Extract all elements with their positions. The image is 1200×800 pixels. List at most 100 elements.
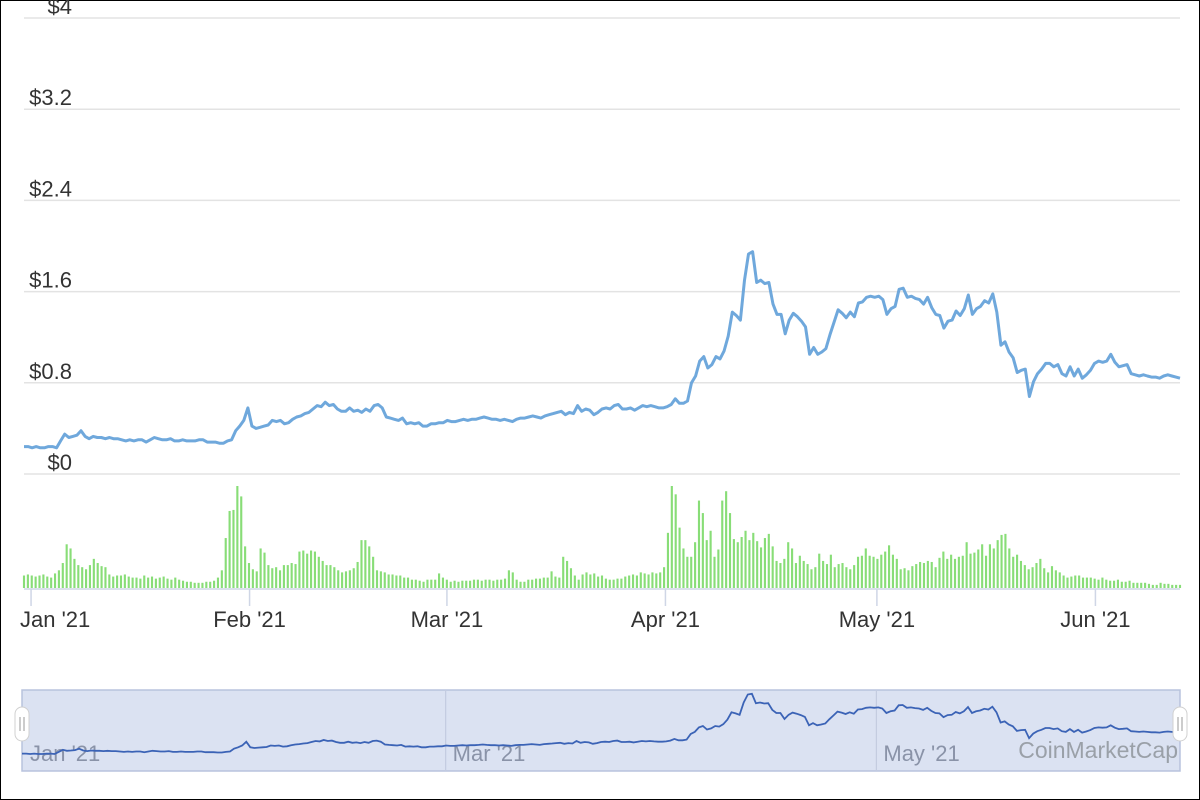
volume-bar [573, 575, 576, 588]
volume-bar [189, 581, 192, 588]
volume-bar [705, 540, 708, 588]
x-tick-label: Mar '21 [411, 607, 484, 632]
volume-bar [1081, 577, 1085, 588]
volume-bar [694, 542, 697, 588]
volume-bar [352, 568, 355, 588]
volume-bar [178, 579, 181, 588]
volume-bar [659, 572, 662, 588]
volume-bar [1004, 533, 1007, 588]
navigator-selection[interactable] [21, 689, 1181, 772]
volume-bar [333, 567, 336, 588]
volume-bar [930, 561, 933, 588]
volume-bar [713, 556, 716, 588]
handle-grip[interactable] [1172, 706, 1188, 742]
volume-bar [379, 571, 382, 588]
volume-bar [240, 496, 243, 588]
volume-bar [426, 579, 429, 588]
volume-bar [213, 580, 216, 588]
volume-bar [414, 579, 417, 588]
volume-bar [1140, 582, 1143, 588]
volume-bar [360, 540, 363, 588]
volume-bar [317, 556, 320, 588]
volume-bar [406, 577, 410, 588]
volume-bar [337, 570, 340, 588]
volume-bar [566, 560, 569, 588]
volume-bar [554, 576, 557, 588]
volume-bar [294, 564, 297, 588]
volume-bar [34, 576, 37, 588]
volume-bar [26, 574, 29, 588]
volume-bar [542, 577, 545, 588]
volume-bar [1012, 556, 1015, 588]
volume-bar [290, 563, 293, 588]
volume-bar [193, 582, 196, 588]
volume-bar [911, 566, 914, 588]
x-axis: Jan '21 Feb '21 Mar '21 Apr '21 May '21 Jun '… [20, 588, 1180, 632]
volume-bar [872, 556, 875, 588]
volume-bar [950, 554, 953, 588]
volume-bar [806, 564, 809, 588]
volume-bar [919, 561, 922, 588]
navigator-right-handle[interactable] [1172, 706, 1188, 742]
volume-bar [88, 565, 92, 588]
volume-bar [476, 579, 479, 588]
volume-bar [267, 565, 270, 588]
volume-bar [511, 572, 514, 588]
volume-bar [69, 548, 72, 588]
range-navigator[interactable]: Jan '21 Mar '21 May '21 [14, 689, 1188, 772]
volume-bar [469, 580, 472, 588]
volume-bar [480, 580, 483, 588]
volume-bar [1124, 581, 1127, 588]
volume-bar [880, 554, 883, 588]
volume-bar [585, 572, 588, 588]
volume-bar [1043, 568, 1046, 588]
volume-bar [721, 500, 724, 588]
volume-bar [108, 574, 111, 588]
volume-bar [845, 567, 848, 588]
grid-lines [24, 17, 1180, 475]
volume-bar [112, 576, 115, 588]
volume-bar [85, 569, 88, 588]
volume-bar [410, 579, 413, 588]
x-tick-label: Apr '21 [631, 607, 700, 632]
navigator-left-handle[interactable] [14, 706, 30, 742]
volume-bar [247, 563, 251, 588]
volume-bar [818, 553, 821, 588]
volume-bar [286, 565, 289, 588]
volume-bar [271, 568, 274, 588]
volume-bar [515, 579, 518, 588]
volume-bar [922, 563, 926, 588]
volume-bar [201, 582, 204, 588]
volume-bar [100, 566, 103, 588]
y-tick-label: $3.2 [29, 85, 72, 110]
volume-bar [647, 574, 650, 588]
volume-bar [791, 548, 794, 588]
volume-bar [915, 564, 918, 588]
volume-bar [682, 548, 685, 588]
volume-bar [833, 567, 836, 588]
volume-bar [1163, 583, 1166, 588]
volume-bar [162, 576, 165, 588]
volume-bar [860, 555, 863, 588]
volume-bar [313, 551, 317, 588]
volume-bar [154, 578, 157, 588]
volume-bar [1147, 583, 1151, 588]
volume-bar [119, 575, 123, 588]
volume-bar [488, 579, 491, 588]
volume-bar [251, 569, 254, 588]
navigator-line [22, 692, 1181, 755]
volume-bar [1019, 560, 1023, 588]
volume-bar [22, 575, 26, 588]
volume-bar [934, 567, 937, 588]
volume-bar [1167, 583, 1170, 588]
volume-bar [1089, 577, 1092, 588]
handle-grip[interactable] [14, 706, 30, 742]
volume-bar [814, 567, 817, 588]
volume-bar [465, 580, 468, 588]
volume-bar [1050, 566, 1054, 588]
volume-bar [61, 563, 64, 588]
volume-bar [756, 541, 759, 588]
volume-bar [639, 572, 642, 588]
volume-bar [837, 564, 840, 588]
